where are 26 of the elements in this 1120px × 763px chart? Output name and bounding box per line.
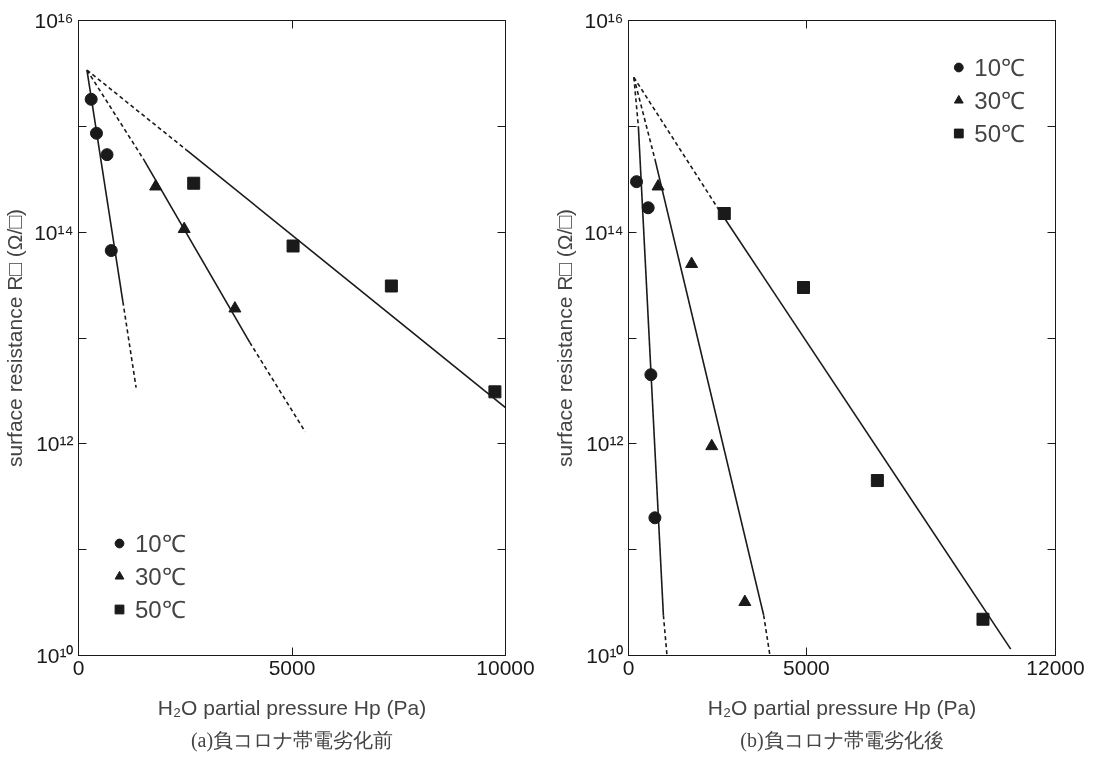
y-tick-label: 10¹⁰ bbox=[586, 644, 624, 667]
x-tick-label: 10000 bbox=[476, 655, 535, 679]
legend-label: 30℃ bbox=[135, 562, 186, 592]
y-tick-label: 10¹⁰ bbox=[36, 644, 74, 667]
y-tick-label: 10¹⁶ bbox=[34, 9, 74, 32]
legend-label: 50℃ bbox=[974, 119, 1025, 149]
x-tick-label: 5000 bbox=[783, 655, 830, 679]
x-axis-title: H₂O partial pressure Hp (Pa) bbox=[157, 695, 427, 719]
legend-label: 10℃ bbox=[135, 529, 186, 559]
x-tick-label: 5000 bbox=[268, 655, 316, 679]
y-axis-title: surface resistance R□ (Ω/□) bbox=[3, 208, 27, 468]
y-tick-label: 10¹⁶ bbox=[584, 9, 624, 32]
y-tick-label: 10¹⁴ bbox=[34, 220, 74, 244]
y-tick-label: 10¹² bbox=[586, 432, 624, 456]
x-tick-label: 0 bbox=[72, 655, 85, 679]
text: (b)負コロナ帯電劣化後 bbox=[740, 728, 944, 752]
legend-label: 10℃ bbox=[974, 53, 1025, 83]
y-tick-label: 10¹⁴ bbox=[584, 220, 624, 244]
legend-label: 30℃ bbox=[974, 86, 1025, 116]
text: (a)負コロナ帯電劣化前 bbox=[190, 728, 394, 752]
y-axis-title: surface resistance R□ (Ω/□) bbox=[553, 208, 577, 468]
y-tick-label: 10¹² bbox=[36, 432, 74, 456]
x-tick-label: 0 bbox=[622, 655, 635, 679]
x-tick-label: 12000 bbox=[1026, 655, 1085, 679]
legend-label: 50℃ bbox=[135, 595, 186, 625]
x-axis-title: H₂O partial pressure Hp (Pa) bbox=[707, 695, 977, 719]
